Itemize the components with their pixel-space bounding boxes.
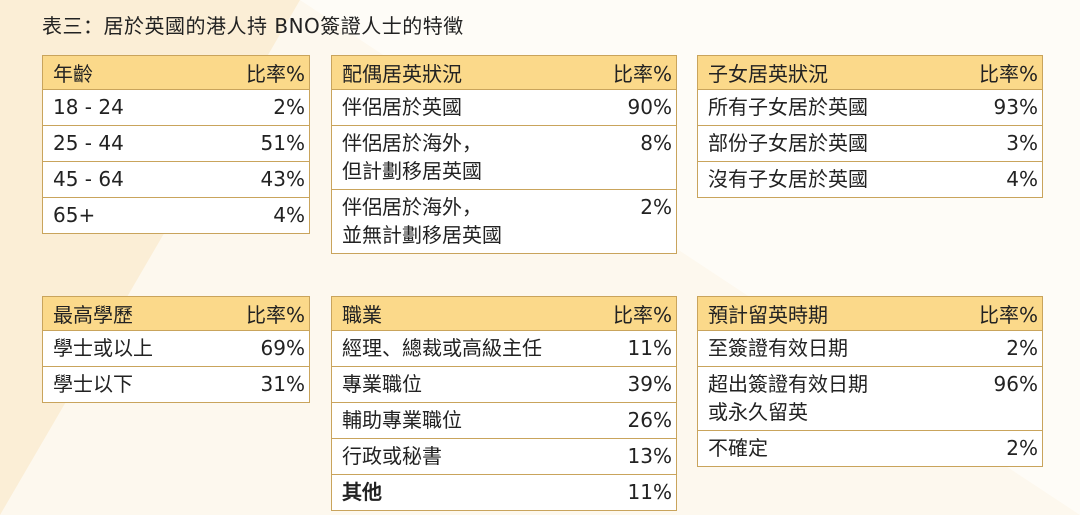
row-label: 25 - 44	[53, 131, 124, 155]
table-row: 25 - 44 51%	[43, 126, 309, 162]
row-value: 4%	[1006, 167, 1038, 191]
table-row: 伴侶居於英國 90%	[332, 90, 676, 126]
column-header-category: 子女居英狀況	[708, 62, 828, 86]
row-value: 26%	[627, 408, 672, 432]
table-row: 行政或秘書 13%	[332, 439, 676, 475]
row-value: 2%	[273, 95, 305, 119]
row-label: 其他	[342, 480, 382, 504]
column-header-percent: 比率%	[245, 62, 305, 86]
column-header-percent: 比率%	[612, 62, 672, 86]
row-value: 8%	[640, 131, 672, 155]
table-row: 45 - 64 43%	[43, 162, 309, 198]
column-header-category: 預計留英時期	[708, 303, 828, 327]
row-label: 專業職位	[342, 372, 422, 396]
row-value: 2%	[640, 195, 672, 219]
row-label: 沒有子女居於英國	[708, 167, 868, 191]
table-row: 不確定 2%	[698, 431, 1042, 466]
row-label: 伴侶居於海外， 並無計劃移居英國	[342, 195, 502, 247]
column-header-percent: 比率%	[978, 62, 1038, 86]
table-row: 65+ 4%	[43, 198, 309, 233]
row-label: 輔助專業職位	[342, 408, 462, 432]
table-row: 伴侶居於海外， 並無計劃移居英國 2%	[332, 190, 676, 253]
row-value: 90%	[627, 95, 672, 119]
table-occupation: 職業 比率% 經理、總裁或高級主任 11% 專業職位 39% 輔助專業職位 26% 行…	[331, 296, 677, 511]
row-label: 至簽證有效日期	[708, 336, 848, 360]
column-header-category: 職業	[342, 303, 382, 327]
row-label: 伴侶居於英國	[342, 95, 462, 119]
row-value: 93%	[993, 95, 1038, 119]
table-row: 超出簽證有效日期 或永久留英 96%	[698, 367, 1042, 431]
row-value: 11%	[627, 480, 672, 504]
table-row: 至簽證有效日期 2%	[698, 331, 1042, 367]
table-header: 年齡 比率%	[43, 56, 309, 90]
table-header: 子女居英狀況 比率%	[698, 56, 1042, 90]
table-row: 伴侶居於海外， 但計劃移居英國 8%	[332, 126, 676, 190]
page-title: 表三：居於英國的港人持 BNO簽證人士的特徵	[42, 14, 464, 38]
row-value: 96%	[993, 372, 1038, 396]
row-value: 69%	[260, 336, 305, 360]
row-value: 3%	[1006, 131, 1038, 155]
column-header-category: 年齡	[53, 62, 93, 86]
row-label: 經理、總裁或高級主任	[342, 336, 542, 360]
row-value: 13%	[627, 444, 672, 468]
table-expected-stay: 預計留英時期 比率% 至簽證有效日期 2% 超出簽證有效日期 或永久留英 96% 不…	[697, 296, 1043, 467]
table-row: 18 - 24 2%	[43, 90, 309, 126]
column-header-percent: 比率%	[612, 303, 672, 327]
row-label: 所有子女居於英國	[708, 95, 868, 119]
row-label: 部份子女居於英國	[708, 131, 868, 155]
table-row: 學士或以上 69%	[43, 331, 309, 367]
row-label: 65+	[53, 203, 96, 227]
row-label: 45 - 64	[53, 167, 124, 191]
column-header-category: 配偶居英狀況	[342, 62, 462, 86]
row-label: 18 - 24	[53, 95, 124, 119]
row-value: 51%	[260, 131, 305, 155]
column-header-category: 最高學歷	[53, 303, 133, 327]
row-value: 2%	[1006, 436, 1038, 460]
table-row: 經理、總裁或高級主任 11%	[332, 331, 676, 367]
table-row: 輔助專業職位 26%	[332, 403, 676, 439]
row-value: 2%	[1006, 336, 1038, 360]
table-header: 配偶居英狀況 比率%	[332, 56, 676, 90]
row-value: 31%	[260, 372, 305, 396]
row-label: 行政或秘書	[342, 444, 442, 468]
table-education: 最高學歷 比率% 學士或以上 69% 學士以下 31%	[42, 296, 310, 403]
row-label: 學士或以上	[53, 336, 153, 360]
table-children-status: 子女居英狀況 比率% 所有子女居於英國 93% 部份子女居於英國 3% 沒有子女居於…	[697, 55, 1043, 198]
row-value: 11%	[627, 336, 672, 360]
table-header: 預計留英時期 比率%	[698, 297, 1042, 331]
table-row: 專業職位 39%	[332, 367, 676, 403]
row-label: 學士以下	[53, 372, 133, 396]
row-label: 不確定	[708, 436, 768, 460]
table-row: 沒有子女居於英國 4%	[698, 162, 1042, 197]
table-row: 部份子女居於英國 3%	[698, 126, 1042, 162]
table-row: 學士以下 31%	[43, 367, 309, 402]
table-header: 職業 比率%	[332, 297, 676, 331]
row-value: 43%	[260, 167, 305, 191]
column-header-percent: 比率%	[245, 303, 305, 327]
table-header: 最高學歷 比率%	[43, 297, 309, 331]
row-label: 超出簽證有效日期 或永久留英	[708, 372, 868, 424]
row-value: 4%	[273, 203, 305, 227]
row-value: 39%	[627, 372, 672, 396]
table-row: 所有子女居於英國 93%	[698, 90, 1042, 126]
table-spouse-status: 配偶居英狀況 比率% 伴侶居於英國 90% 伴侶居於海外， 但計劃移居英國 8% 伴…	[331, 55, 677, 254]
row-label: 伴侶居於海外， 但計劃移居英國	[342, 131, 482, 183]
table-age: 年齡 比率% 18 - 24 2% 25 - 44 51% 45 - 64 43% 6…	[42, 55, 310, 234]
column-header-percent: 比率%	[978, 303, 1038, 327]
table-row: 其他 11%	[332, 475, 676, 510]
